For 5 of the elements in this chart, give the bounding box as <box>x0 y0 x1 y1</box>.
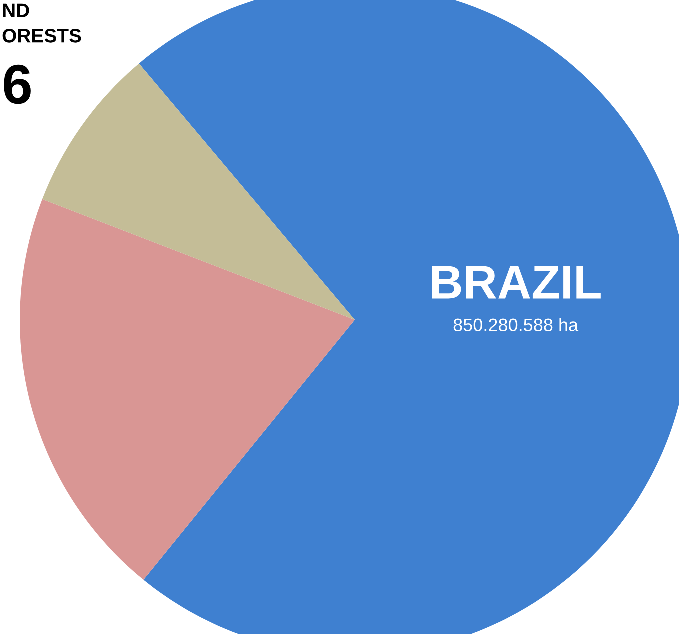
slice-label: BRAZIL <box>432 266 601 299</box>
text: 6 <box>4 64 31 104</box>
text: 850.280.588 ha <box>454 318 579 332</box>
text: ORESTS <box>2 29 82 43</box>
text: ND <box>3 4 30 18</box>
